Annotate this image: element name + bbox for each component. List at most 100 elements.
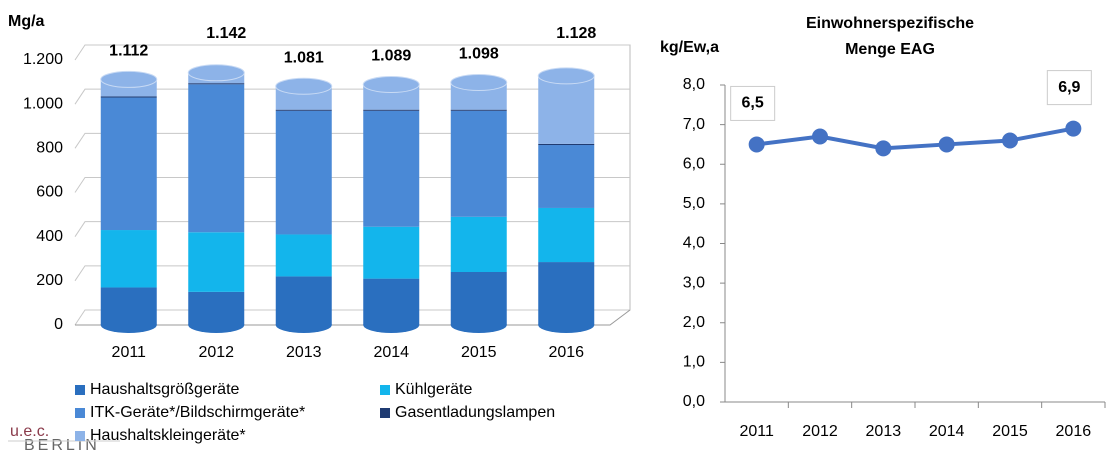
y-tick-label: 6,0 [683,155,705,172]
label-box [730,85,776,121]
y-tick-label: 4,0 [683,235,705,252]
total-label: 1.081 [284,49,324,66]
bar-segment [100,97,157,231]
x-tick-label: 2016 [1056,423,1092,440]
logo: u.e.c. [10,423,49,440]
y-tick-label: 400 [36,228,63,245]
bar-cap [362,76,420,94]
total-label: 1.142 [206,25,246,42]
x-tick-label: 2012 [802,423,838,440]
legend-label: ITK-Geräte*/Bildschirmgeräte* [90,404,305,421]
legend-swatch [75,431,85,441]
line [756,126,1074,151]
x-tick-label: 2012 [198,344,234,361]
y-axis-label: Mg/a [8,13,45,30]
point [812,128,828,145]
bar-segment [100,287,157,325]
bar-cap [450,74,508,92]
grid-line [74,221,630,237]
chart-title: Einwohnerspezifische [806,15,974,32]
grid-line [74,88,630,105]
total-label: 1.098 [459,46,499,63]
y-tick-label: 1.200 [23,51,63,68]
bar-segment [100,96,157,98]
bar-segment [188,84,245,233]
bar-segment [188,232,245,292]
legend-swatch [75,385,85,395]
bar-segment [538,262,595,325]
x-tick-label: 2016 [548,344,584,361]
y-tick-label: 1,0 [683,354,705,371]
logo-sub: BERLIN [24,437,100,450]
bar-segment [275,109,332,111]
bar-cap [537,67,595,85]
data-label: 6,9 [1058,79,1080,96]
bar-segment [450,109,507,111]
x-tick-label: 2011 [112,344,147,361]
data-label: 6,5 [742,95,764,112]
x-tick-label: 2015 [461,344,497,361]
x-tick-label: 2014 [373,344,409,361]
y-tick-label: 5,0 [683,195,705,212]
total-label: 1.128 [556,25,596,42]
x-tick-label: 2015 [992,423,1028,440]
legend-swatch [380,385,390,395]
bar-segment [538,207,595,263]
chart-title: Menge EAG [845,41,935,58]
bar-segment [275,276,332,325]
y-tick-label: 2,0 [683,314,705,331]
x-tick-label: 2014 [929,423,965,440]
legend-swatch [380,408,390,418]
y-tick-label: 8,0 [683,76,705,93]
bar-segment [538,75,595,144]
point [938,136,955,153]
grid-line [74,309,630,326]
point [1065,120,1082,137]
y-tick-label: 0,0 [683,393,705,410]
total-label: 1.112 [109,43,148,60]
y-tick-label: 600 [36,184,63,201]
bar-segment [100,230,157,288]
legend-label: Haushaltskleingeräte* [90,427,246,444]
bar-segment [363,226,420,279]
bar-cap [275,77,333,95]
y-tick-label: 0 [54,316,63,333]
grid-line [74,265,630,282]
bar-segment [538,145,595,208]
point [875,140,892,157]
floor [75,309,631,326]
bar-segment [363,110,420,227]
y-tick-label: 200 [36,272,63,289]
grid-line [74,132,630,149]
bar-segment [538,143,595,146]
x-tick-label: 2011 [739,423,774,440]
x-tick-label: 2013 [286,344,322,361]
y-tick-label: 1.000 [23,95,63,112]
bar-segment [363,278,420,325]
bar-segment [188,291,245,325]
bar-segment [450,110,507,217]
bar-segment [188,83,245,85]
legend-label: Kühlgeräte [395,381,472,398]
bar-segment [363,109,420,111]
y-tick-label: 7,0 [683,116,705,133]
total-label: 1.089 [371,48,411,65]
legend-label: Gasentladungslampen [395,404,555,421]
legend-swatch [75,408,85,418]
point [748,136,765,153]
bar-segment [450,272,507,325]
legend-label: Haushaltsgrößgeräte [90,381,240,398]
y-axis-label: kg/Ew,a [660,39,719,56]
bar-segment [275,234,332,277]
y-tick-label: 3,0 [683,274,705,291]
grid-line [74,177,630,193]
y-tick-label: 800 [36,140,63,157]
point [1002,132,1018,149]
bar-segment [450,216,507,272]
bar-segment [275,110,332,235]
label-box [1046,70,1092,106]
bar-cap [187,64,245,82]
bar-cap [100,70,158,88]
grid-line [74,44,630,61]
x-tick-label: 2013 [866,423,902,440]
